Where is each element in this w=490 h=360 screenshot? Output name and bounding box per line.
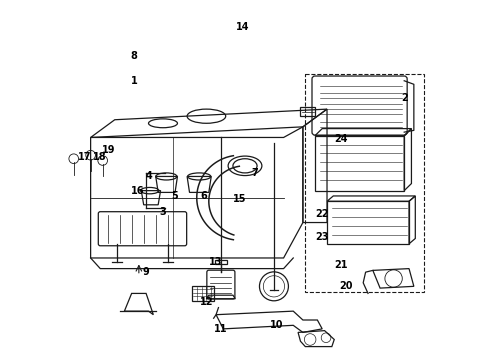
Text: 17: 17 [78, 152, 92, 162]
Text: 12: 12 [199, 297, 213, 307]
Text: 6: 6 [200, 191, 207, 201]
Text: 21: 21 [335, 260, 348, 270]
Text: 5: 5 [172, 191, 178, 201]
Text: 20: 20 [340, 281, 353, 291]
Text: 19: 19 [102, 145, 116, 155]
Text: 7: 7 [251, 168, 258, 178]
Text: 15: 15 [233, 194, 247, 204]
Text: 23: 23 [316, 232, 329, 242]
Text: 18: 18 [93, 152, 106, 162]
Text: 1: 1 [131, 76, 137, 86]
Text: 24: 24 [335, 134, 348, 144]
Text: 16: 16 [131, 186, 145, 195]
Text: 4: 4 [145, 171, 152, 181]
Text: 3: 3 [160, 207, 167, 217]
Text: 11: 11 [214, 324, 228, 334]
Text: 14: 14 [236, 22, 249, 32]
Text: 9: 9 [143, 267, 149, 277]
Text: 10: 10 [270, 320, 283, 330]
Text: 2: 2 [401, 94, 408, 103]
Text: 22: 22 [316, 209, 329, 219]
Text: 13: 13 [209, 257, 223, 266]
Text: 8: 8 [131, 51, 138, 61]
